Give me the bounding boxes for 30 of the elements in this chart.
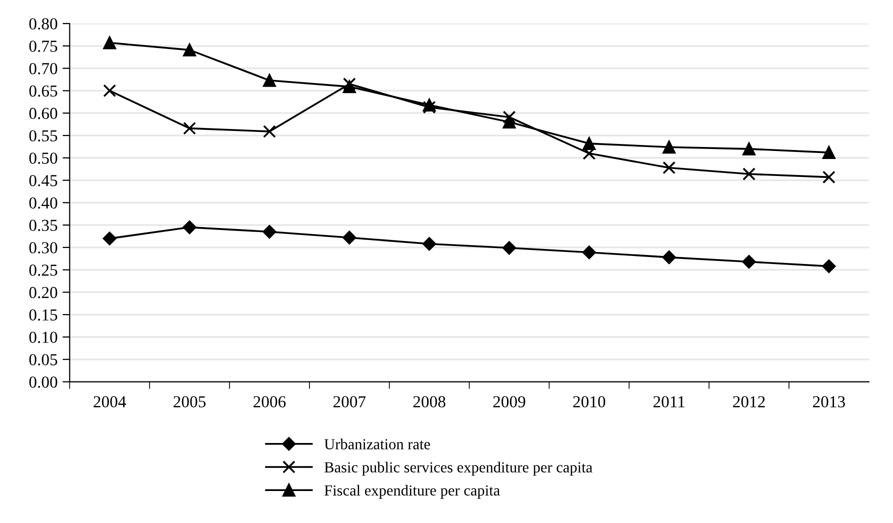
x-tick-label: 2004 — [94, 396, 126, 408]
x-tick-label: 2010 — [573, 396, 606, 408]
y-tick-label: 0.55 — [29, 130, 58, 142]
y-tick-label: 0.65 — [29, 85, 58, 97]
y-tick-label: 0.35 — [29, 220, 58, 232]
y-tick-label: 0.25 — [29, 264, 58, 276]
y-tick-label: 0.45 — [29, 174, 58, 186]
y-tick-label: 0.10 — [29, 332, 58, 344]
y-tick-label: 0.00 — [29, 376, 58, 388]
legend-label: Urbanization rate — [324, 438, 430, 450]
x-tick-label: 2008 — [413, 396, 446, 408]
y-tick-label: 0.60 — [29, 108, 58, 120]
y-tick-label: 0.70 — [29, 63, 58, 74]
y-tick-label: 0.75 — [29, 40, 58, 52]
y-tick-label: 0.20 — [29, 286, 58, 298]
y-tick-label: 0.30 — [29, 242, 58, 254]
y-tick-label: 0.15 — [29, 309, 58, 321]
y-tick-label: 0.80 — [29, 18, 58, 30]
x-tick-label: 2011 — [653, 396, 684, 408]
legend-label: Fiscal expenditure per capita — [324, 484, 500, 499]
legend-label: Basic public services expenditure per capita — [324, 462, 592, 476]
x-tick-label: 2006 — [254, 396, 286, 408]
x-tick-label: 2013 — [812, 396, 845, 408]
x-tick-label: 2012 — [733, 396, 765, 408]
x-tick-label: 2007 — [333, 396, 366, 408]
x-tick-label: 2005 — [174, 396, 206, 408]
y-tick-label: 0.05 — [29, 354, 58, 366]
y-tick-label: 0.50 — [29, 152, 58, 164]
x-tick-label: 2009 — [493, 396, 526, 408]
y-tick-label: 0.40 — [29, 197, 58, 209]
